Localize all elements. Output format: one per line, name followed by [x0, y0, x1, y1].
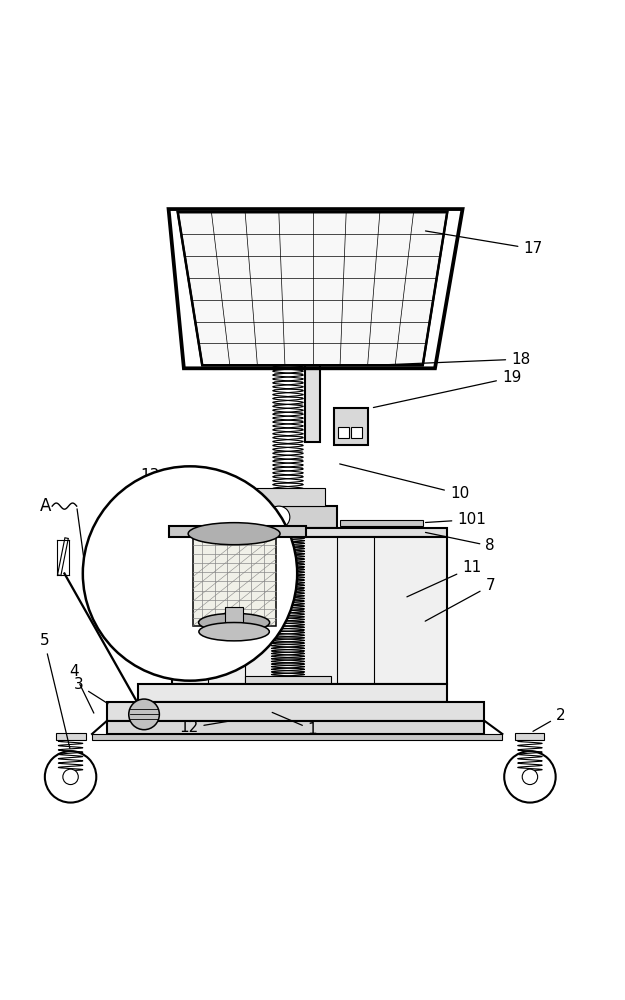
Ellipse shape [199, 622, 269, 641]
Circle shape [504, 751, 556, 803]
Text: 18: 18 [376, 352, 531, 367]
Text: 6: 6 [102, 584, 124, 635]
Ellipse shape [188, 523, 280, 545]
Bar [169, 526, 306, 537]
Bar [236, 488, 325, 506]
Circle shape [268, 506, 290, 528]
Text: 101: 101 [426, 512, 486, 527]
Bar [56, 733, 86, 740]
Circle shape [45, 751, 96, 803]
Text: A: A [41, 497, 52, 515]
Text: 9: 9 [135, 517, 178, 532]
Circle shape [63, 769, 78, 785]
Text: 3: 3 [74, 677, 108, 704]
Text: 10: 10 [340, 464, 469, 501]
Circle shape [82, 466, 298, 681]
Bar [193, 537, 276, 626]
Text: 4: 4 [69, 664, 94, 713]
Bar [351, 427, 362, 438]
Ellipse shape [199, 613, 269, 632]
Text: 19: 19 [373, 370, 521, 408]
Bar [340, 520, 422, 526]
Text: 13: 13 [141, 468, 188, 504]
Bar [107, 720, 484, 734]
Bar [138, 528, 448, 537]
Bar [225, 607, 243, 622]
Text: 1: 1 [272, 712, 318, 737]
Text: 12: 12 [179, 720, 230, 735]
Circle shape [522, 769, 538, 785]
Bar [305, 365, 320, 442]
Text: 11: 11 [407, 560, 481, 597]
Bar [514, 733, 544, 740]
Text: 7: 7 [425, 578, 495, 621]
Polygon shape [177, 212, 448, 365]
Bar [224, 506, 337, 528]
Bar [153, 520, 242, 526]
Bar [334, 408, 367, 445]
Bar [245, 676, 331, 688]
Bar [138, 684, 448, 702]
Circle shape [129, 699, 159, 730]
Text: 5: 5 [39, 633, 70, 748]
Bar [338, 427, 349, 438]
Bar [172, 537, 447, 684]
Text: 8: 8 [426, 532, 495, 553]
Text: 17: 17 [426, 231, 542, 256]
Text: 2: 2 [533, 708, 566, 731]
Bar [92, 734, 502, 740]
Bar [107, 702, 484, 720]
